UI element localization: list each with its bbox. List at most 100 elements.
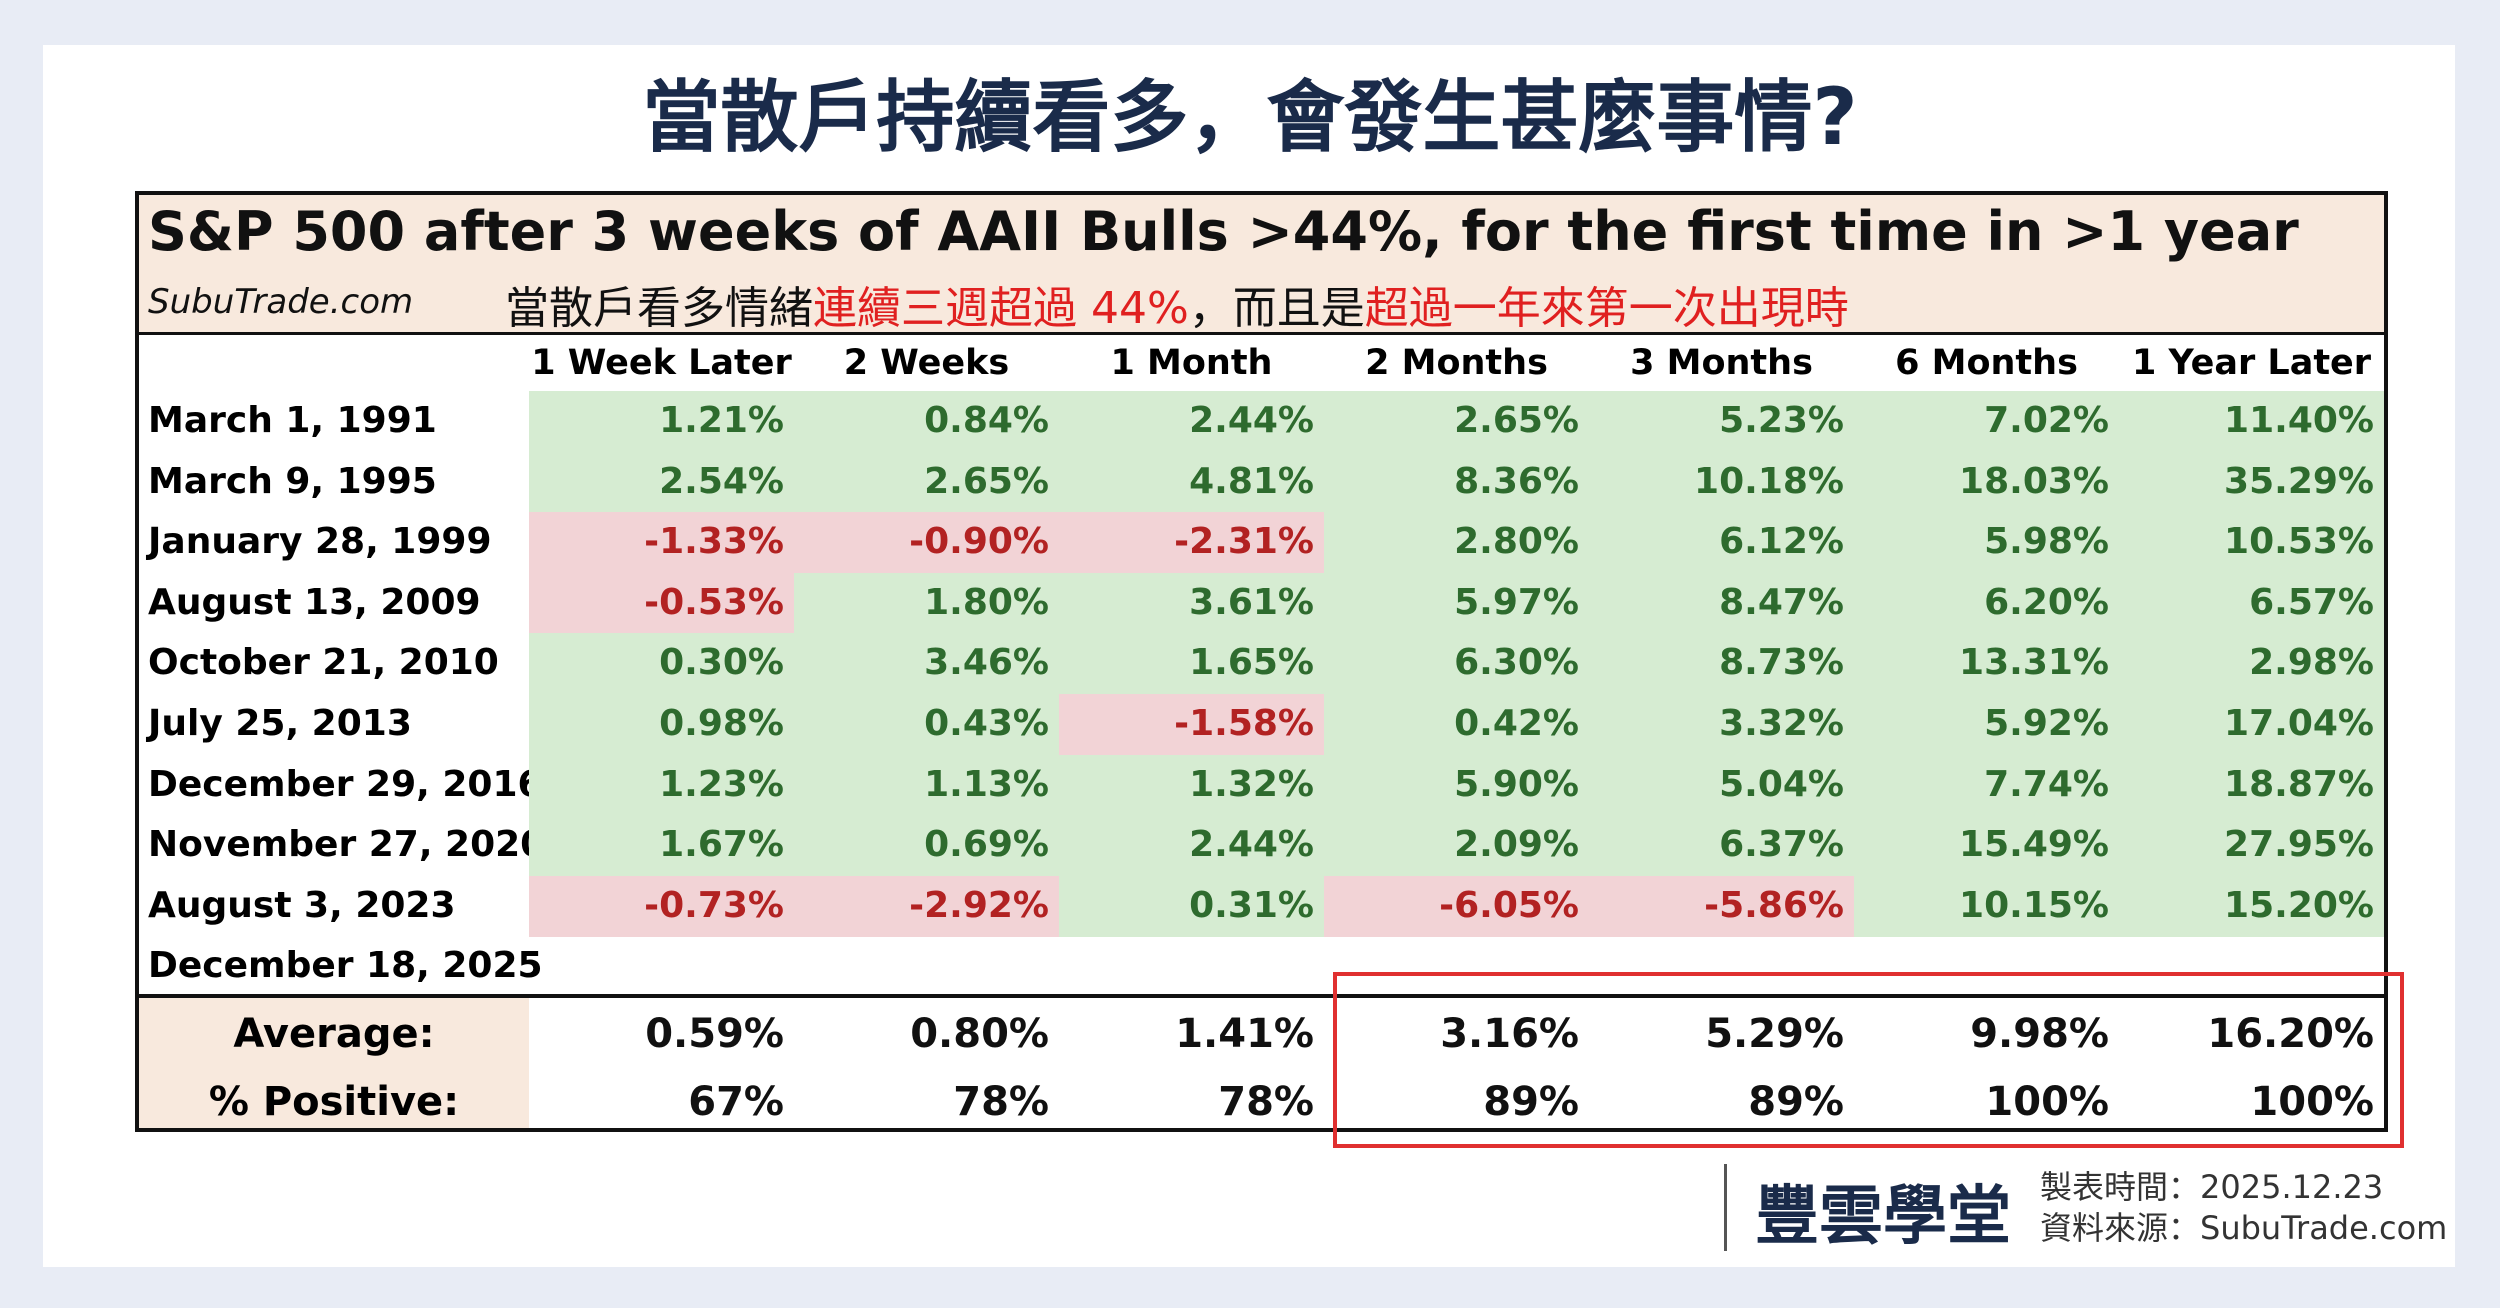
value-cell: 6.12% <box>1589 512 1854 574</box>
value-cell: 5.98% <box>1854 512 2119 574</box>
column-header: 1 Week Later <box>531 343 792 383</box>
page-title: 當散戶持續看多，會發生甚麼事情? <box>642 73 1858 163</box>
value-cell: -1.33% <box>529 512 794 574</box>
value-cell: 5.92% <box>1854 694 2119 756</box>
summary-value: 78% <box>953 1079 1049 1125</box>
value-cell: 6.37% <box>1589 815 1854 877</box>
value-cell: 1.32% <box>1059 754 1324 816</box>
value-cell: 2.65% <box>1324 391 1589 453</box>
value-cell: -0.73% <box>529 875 794 937</box>
value-cell: 5.90% <box>1324 754 1589 816</box>
value-cell: -0.90% <box>794 512 1059 574</box>
value-cell: 0.69% <box>794 815 1059 877</box>
row-date: November 27, 2020 <box>148 824 546 866</box>
value-cell: 2.80% <box>1324 512 1589 574</box>
value-cell: 35.29% <box>2119 451 2384 513</box>
highlight-box <box>1333 972 2404 1148</box>
value-cell: 3.46% <box>794 633 1059 695</box>
value-cell: 2.44% <box>1059 391 1324 453</box>
row-date: October 21, 2010 <box>148 642 499 684</box>
value-cell: -2.31% <box>1059 512 1324 574</box>
subtitle-part: 連續三週超過 44% <box>813 283 1189 334</box>
summary-value: 0.80% <box>910 1011 1049 1057</box>
summary-label: Average: <box>233 1011 435 1057</box>
value-cell: -5.86% <box>1589 875 1854 937</box>
value-cell: 3.61% <box>1059 572 1324 634</box>
value-cell: 1.13% <box>794 754 1059 816</box>
table-site: SubuTrade.com <box>148 282 414 322</box>
value-cell: 7.74% <box>1854 754 2119 816</box>
value-cell: 5.04% <box>1589 754 1854 816</box>
summary-value: 1.41% <box>1175 1011 1314 1057</box>
value-cell: 8.73% <box>1589 633 1854 695</box>
subtitle-part: 超過一年來第一次出現時 <box>1364 283 1849 334</box>
source: 資料來源：SubuTrade.com <box>2040 1209 2448 1247</box>
value-cell: 27.95% <box>2119 815 2384 877</box>
value-cell: -6.05% <box>1324 875 1589 937</box>
value-cell: 0.98% <box>529 694 794 756</box>
value-cell: 0.43% <box>794 694 1059 756</box>
value-cell: 4.81% <box>1059 451 1324 513</box>
summary-value: 89% <box>1748 1079 1844 1125</box>
summary-value: 3.16% <box>1440 1011 1579 1057</box>
value-cell: 7.02% <box>1854 391 2119 453</box>
summary-value: 9.98% <box>1970 1011 2109 1057</box>
value-cell: 5.97% <box>1324 572 1589 634</box>
summary-label-band <box>139 998 529 1128</box>
value-cell: 2.65% <box>794 451 1059 513</box>
table-subtitle: 當散戶看多情緒連續三週超過 44%，而且是超過一年來第一次出現時 <box>505 272 1849 336</box>
value-cell: 13.31% <box>1854 633 2119 695</box>
row-date: December 18, 2025 <box>148 945 543 987</box>
row-date: August 13, 2009 <box>148 581 481 623</box>
value-cell: 6.30% <box>1324 633 1589 695</box>
value-cell: 8.36% <box>1324 451 1589 513</box>
value-cell: 1.80% <box>794 572 1059 634</box>
summary-value: 78% <box>1218 1079 1314 1125</box>
summary-value: 67% <box>688 1079 784 1125</box>
value-cell: -1.58% <box>1059 694 1324 756</box>
value-cell: 6.20% <box>1854 572 2119 634</box>
table-header-band <box>139 195 2384 335</box>
value-cell: 1.67% <box>529 815 794 877</box>
column-header: 1 Year Later <box>2131 343 2372 383</box>
value-cell: 18.03% <box>1854 451 2119 513</box>
value-cell: 6.57% <box>2119 572 2384 634</box>
subtitle-part: ，而且是 <box>1188 283 1365 334</box>
value-cell: 5.23% <box>1589 391 1854 453</box>
value-cell: 10.18% <box>1589 451 1854 513</box>
value-cell: 1.65% <box>1059 633 1324 695</box>
summary-value: 5.29% <box>1705 1011 1844 1057</box>
made-date: 製表時間：2025.12.23 <box>2040 1168 2384 1206</box>
row-date: December 29, 2016 <box>148 763 543 805</box>
row-date: August 3, 2023 <box>148 884 456 926</box>
summary-value: 16.20% <box>2207 1011 2374 1057</box>
summary-value: 100% <box>1985 1079 2109 1125</box>
summary-value: 89% <box>1483 1079 1579 1125</box>
value-cell: 17.04% <box>2119 694 2384 756</box>
value-cell: 2.44% <box>1059 815 1324 877</box>
row-date: March 9, 1995 <box>148 460 437 502</box>
value-cell: 18.87% <box>2119 754 2384 816</box>
summary-value: 0.59% <box>645 1011 784 1057</box>
value-cell: 2.54% <box>529 451 794 513</box>
row-date: July 25, 2013 <box>148 703 412 744</box>
value-cell: 1.21% <box>529 391 794 453</box>
row-date: March 1, 1991 <box>148 400 437 441</box>
value-cell: 3.32% <box>1589 694 1854 756</box>
value-cell: 0.42% <box>1324 694 1589 756</box>
value-cell: 10.53% <box>2119 512 2384 574</box>
value-cell: 0.84% <box>794 391 1059 453</box>
summary-divider <box>139 994 2384 998</box>
value-cell: -0.53% <box>529 572 794 634</box>
value-cell: 1.23% <box>529 754 794 816</box>
summary-label: % Positive: <box>208 1079 460 1125</box>
value-cell: 2.98% <box>2119 633 2384 695</box>
table-heading: S&P 500 after 3 weeks of AAII Bulls >44%… <box>148 200 2299 263</box>
subtitle-part: 當散戶看多情緒 <box>505 283 813 334</box>
value-cell: 0.30% <box>529 633 794 695</box>
summary-value: 100% <box>2250 1079 2374 1125</box>
value-cell: 10.15% <box>1854 875 2119 937</box>
row-date: January 28, 1999 <box>148 521 492 563</box>
value-cell: 15.20% <box>2119 875 2384 937</box>
